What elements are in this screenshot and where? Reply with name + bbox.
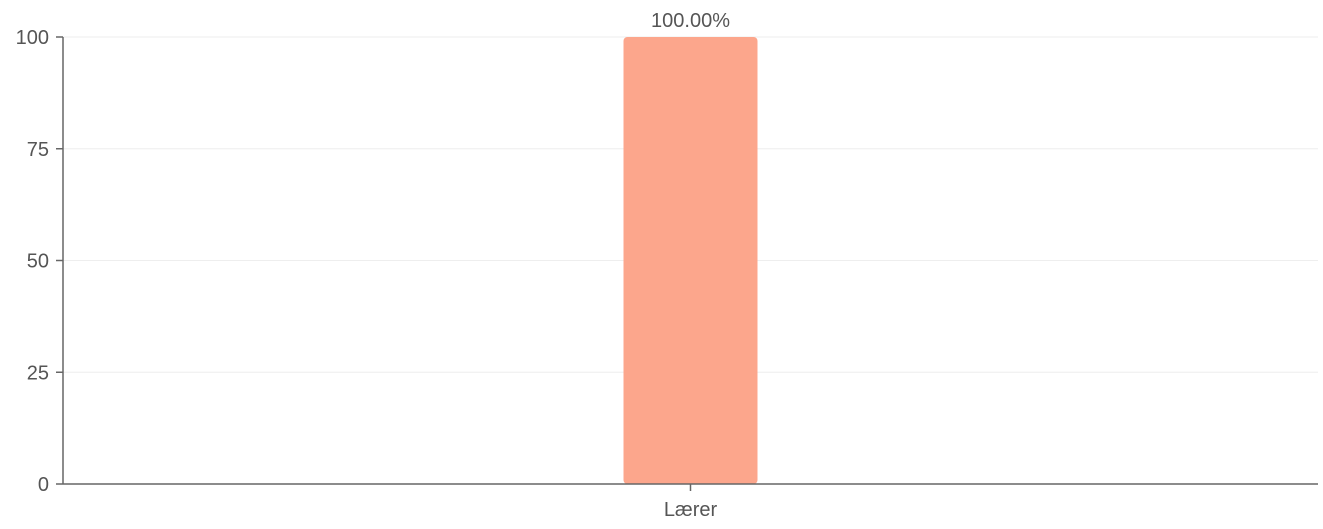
bars bbox=[623, 37, 758, 484]
bar-value-label: 100.00% bbox=[651, 10, 730, 32]
labels: 0 25 50 75 100 100.00% Lærer bbox=[16, 10, 731, 521]
y-tick-label: 0 bbox=[38, 474, 49, 496]
axes bbox=[56, 36, 1318, 491]
bar bbox=[623, 37, 758, 484]
x-tick-label: Lærer bbox=[664, 499, 718, 521]
y-tick-label: 75 bbox=[27, 139, 49, 161]
y-tick-label: 25 bbox=[27, 362, 49, 384]
y-tick-label: 50 bbox=[27, 251, 49, 273]
y-tick-label: 100 bbox=[16, 27, 49, 49]
